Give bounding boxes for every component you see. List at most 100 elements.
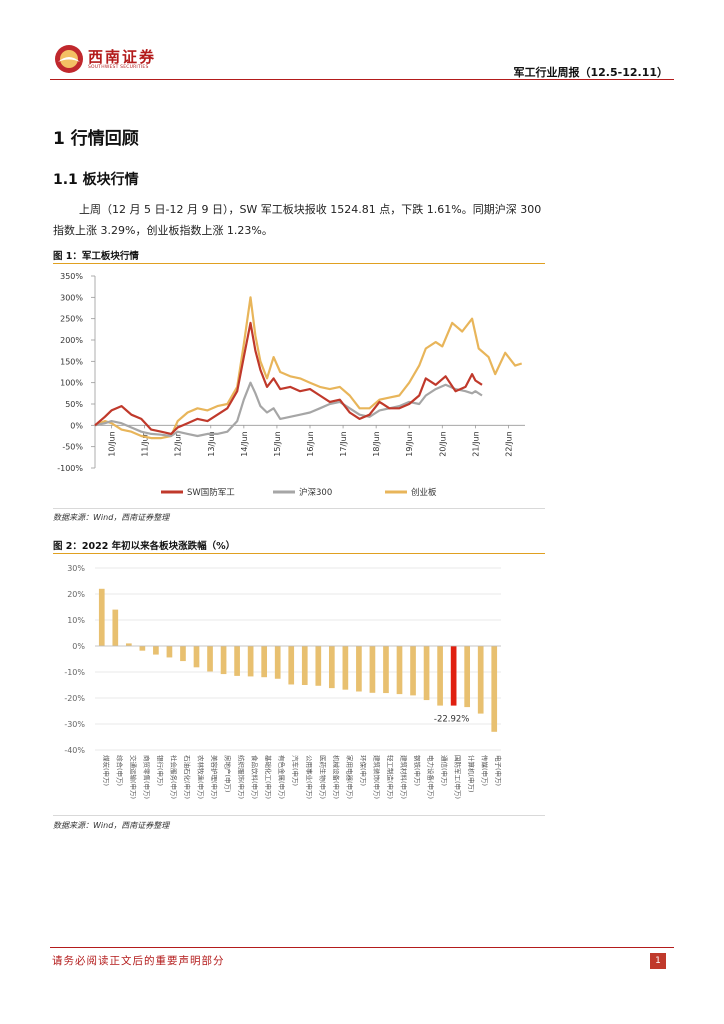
bar: [477, 646, 484, 714]
y-tick-label: -30%: [64, 720, 85, 729]
bar: [247, 646, 254, 677]
figure2-top-rule: [53, 553, 545, 554]
category-label: 环保(申万): [359, 755, 368, 786]
y-tick-label: 0%: [72, 642, 85, 651]
x-tick-label: 14/Jun: [240, 431, 249, 456]
x-tick-label: 19/Jun: [405, 431, 414, 456]
x-tick-label: 16/Jun: [306, 431, 315, 456]
figure2-source: 数据来源：Wind，西南证券整理: [53, 821, 170, 830]
y-tick-label: 200%: [60, 336, 83, 345]
category-label: 钢铁(申万): [413, 755, 422, 786]
logo-subtext: SOUTHWEST SECURITIES: [88, 65, 149, 70]
bar: [328, 646, 335, 689]
bar: [315, 646, 322, 686]
y-tick-label: 20%: [67, 590, 85, 599]
legend-label: 沪深300: [299, 487, 332, 498]
figure2-title: 图 2：2022 年初以来各板块涨跌幅（%）: [53, 541, 236, 552]
legend-label: SW国防军工: [187, 487, 235, 498]
y-tick-label: 350%: [60, 272, 83, 281]
category-label: 农林牧渔(申万): [197, 755, 206, 799]
y-tick-label: 10%: [67, 616, 85, 625]
bar: [342, 646, 349, 690]
bar: [288, 646, 295, 685]
bar: [112, 609, 119, 646]
section-heading: 1 行情回顾: [53, 129, 139, 149]
category-label: 轻工制造(申万): [386, 755, 395, 799]
category-label: 基础化工(申万): [264, 755, 273, 799]
y-tick-label: 30%: [67, 564, 85, 573]
footer-disclaimer: 请务必阅读正文后的重要声明部分: [52, 955, 225, 967]
bar: [356, 646, 362, 692]
category-label: 综合(申万): [115, 755, 124, 786]
category-label: 建筑材料(申万): [400, 755, 409, 799]
category-label: 社会服务(申万): [169, 755, 178, 799]
x-tick-label: 10/Jun: [108, 431, 117, 456]
series-line: [94, 321, 483, 435]
category-label: 银行(申万): [156, 755, 165, 786]
y-tick-label: -10%: [64, 668, 85, 677]
y-tick-label: 0%: [70, 421, 83, 430]
x-tick-label: 15/Jun: [273, 431, 282, 456]
legend-label: 创业板: [411, 487, 437, 498]
x-tick-label: 12/Jun: [174, 431, 183, 456]
category-label: 汽车(申万): [291, 755, 300, 786]
y-tick-label: 50%: [65, 400, 83, 409]
figure1-source: 数据来源：Wind，西南证券整理: [53, 513, 170, 522]
category-label: 公用事业(申万): [305, 755, 314, 799]
category-label: 电子(申万): [494, 755, 503, 786]
bar: [274, 646, 281, 679]
x-tick-label: 22/Jun: [504, 431, 513, 456]
bar: [491, 646, 498, 732]
bar: [423, 646, 430, 701]
company-logo: [55, 45, 83, 73]
bar: [220, 646, 227, 675]
bar: [166, 646, 173, 658]
bar: [234, 646, 240, 676]
bar: [410, 646, 416, 696]
bar-annotation: -22.92%: [434, 715, 469, 725]
bar: [396, 646, 403, 695]
figure1-bottom-rule: [53, 508, 545, 509]
category-label: 机械设备(申万): [332, 755, 341, 799]
y-tick-label: 150%: [60, 357, 83, 366]
header-divider: [50, 79, 674, 80]
bar: [261, 646, 268, 678]
body-paragraph: 上周（12 月 5 日-12 月 9 日），SW 军工板块报收 1524.81 …: [53, 203, 542, 237]
bar: [125, 643, 132, 646]
y-tick-label: -100%: [57, 464, 83, 473]
footer-divider: [50, 947, 674, 948]
y-tick-label: -50%: [62, 443, 83, 452]
bar: [207, 646, 213, 672]
subsection-heading: 1.1 板块行情: [53, 172, 139, 188]
category-label: 医药生物(申万): [318, 755, 327, 799]
bar: [383, 646, 389, 694]
category-label: 纺织服饰(申万): [237, 755, 246, 799]
category-label: 通信(申万): [440, 755, 449, 786]
series-line: [94, 296, 523, 440]
bar: [437, 646, 443, 706]
bar: [464, 646, 471, 708]
category-label: 食品饮料(申万): [251, 755, 260, 799]
figure2-bottom-rule: [53, 815, 545, 816]
bar: [193, 646, 200, 668]
category-label: 石油石化(申万): [183, 755, 192, 799]
bar: [369, 646, 376, 693]
series-line: [94, 381, 483, 438]
category-label: 国防军工(申万): [454, 755, 463, 799]
figure1-title: 图 1：军工板块行情: [53, 251, 139, 262]
bar: [180, 646, 186, 662]
category-label: 商贸零售(申万): [142, 755, 151, 799]
category-label: 交通运输(申万): [129, 755, 138, 799]
bar: [98, 588, 105, 646]
y-tick-label: -20%: [64, 694, 85, 703]
bar-chart: 30% 20% 10% 0% -10% -20% -30% -40% 煤炭(申万) 综合(申万) 交…: [64, 564, 503, 799]
x-tick-label: 11/Jun: [141, 431, 150, 456]
category-label: 有色金属(申万): [278, 755, 287, 799]
page-number: 1: [650, 953, 666, 969]
report-title: 军工行业周报（12.5-12.11）: [513, 66, 669, 79]
x-tick-label: 21/Jun: [471, 431, 480, 456]
category-label: 家用电器(申万): [345, 755, 354, 799]
figure1-top-rule: [53, 263, 545, 264]
x-tick-label: 20/Jun: [438, 431, 447, 456]
x-tick-label: 13/Jun: [207, 431, 216, 456]
